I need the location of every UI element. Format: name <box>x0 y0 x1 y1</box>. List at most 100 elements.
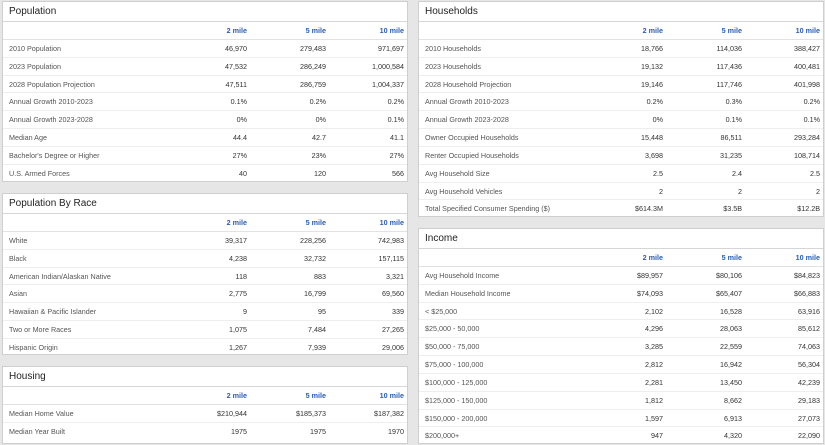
cell-value: 401,998 <box>794 79 820 89</box>
cell-value: 2,775 <box>229 289 247 299</box>
column-header: 10 mile <box>379 218 404 227</box>
row-label: Avg Household Vehicles <box>425 186 503 196</box>
cell-value: 108,714 <box>794 150 820 160</box>
column-header: 10 mile <box>795 26 820 35</box>
cell-value: $185,373 <box>296 408 326 418</box>
row-label: Avg Household Size <box>425 168 490 178</box>
cell-value: 0.2% <box>803 97 820 107</box>
row-label: $50,000 - 75,000 <box>425 342 480 352</box>
cell-value: $210,944 <box>217 408 247 418</box>
row-label: Two or More Races <box>9 325 72 335</box>
table-row: Two or More Races 1,075 7,484 27,265 <box>3 321 407 339</box>
cell-value: 2 <box>659 186 663 196</box>
table-row: Asian 2,775 16,799 69,560 <box>3 285 407 304</box>
row-label: 2010 Population <box>9 43 61 53</box>
cell-value: $3.5B <box>723 204 742 214</box>
cell-value: 120 <box>314 168 326 178</box>
cell-value: 2,812 <box>645 360 663 370</box>
cell-value: 28,063 <box>720 324 742 334</box>
table-row: Median Home Value $210,944 $185,373 $187,38… <box>3 405 407 423</box>
cell-value: 742,983 <box>378 235 404 245</box>
cell-value: 566 <box>392 168 404 178</box>
housing-panel: Housing 2 mile 5 mile 10 mile Median Home V… <box>2 366 408 444</box>
column-header: 2 mile <box>226 26 247 35</box>
row-label: Median Home Value <box>9 408 74 418</box>
households-rows: 2 mile 5 mile 10 mile 2010 Households 18,766… <box>419 22 823 218</box>
cell-value: 0% <box>236 115 247 125</box>
cell-value: 23% <box>311 150 326 160</box>
table-row: Annual Growth 2010-2023 0.1% 0.2% 0.2% <box>3 93 407 112</box>
cell-value: 4,320 <box>724 431 742 441</box>
population-panel: Population 2 mile 5 mile 10 mile 2010 Popul… <box>2 1 408 182</box>
table-row: $125,000 - 150,000 1,812 8,662 29,183 <box>419 392 823 410</box>
cell-value: 27,073 <box>798 413 820 423</box>
row-label: $100,000 - 125,000 <box>425 377 488 387</box>
column-header: 2 mile <box>226 391 247 400</box>
row-label: Annual Growth 2023-2028 <box>9 115 93 125</box>
table-row: Renter Occupied Households 3,698 31,235 108… <box>419 147 823 165</box>
table-row: 2010 Population 46,970 279,483 971,697 <box>3 40 407 58</box>
table-row: 2028 Population Projection 47,511 286,759 1… <box>3 76 407 94</box>
cell-value: 15,448 <box>641 133 663 143</box>
cell-value: 27% <box>389 150 404 160</box>
cell-value: 4,238 <box>229 253 247 263</box>
cell-value: 6,913 <box>724 413 742 423</box>
column-header: 5 mile <box>305 218 326 227</box>
row-label: Median Age <box>9 133 47 143</box>
cell-value: 0.1% <box>387 115 404 125</box>
cell-value: 39,317 <box>225 235 247 245</box>
households-title: Households <box>419 2 823 22</box>
housing-title: Housing <box>3 367 407 387</box>
row-label: $75,000 - 100,000 <box>425 360 484 370</box>
cell-value: 0.1% <box>725 115 742 125</box>
table-row: Owner Occupied Households 15,448 86,511 293… <box>419 129 823 147</box>
table-row: Annual Growth 2023-2028 0% 0% 0.1% <box>3 111 407 130</box>
cell-value: 1975 <box>231 426 247 436</box>
cell-value: $65,407 <box>716 288 742 298</box>
cell-value: 27,265 <box>382 325 404 335</box>
housing-rows: 2 mile 5 mile 10 mile Median Home Value $210… <box>3 387 407 441</box>
column-header: 5 mile <box>721 253 742 262</box>
population-title: Population <box>3 2 407 22</box>
row-label: $150,000 - 200,000 <box>425 413 488 423</box>
table-row: Avg Household Vehicles 2 2 2 <box>419 183 823 201</box>
cell-value: 0.3% <box>725 97 742 107</box>
row-label: White <box>9 235 28 245</box>
cell-value: 0% <box>315 115 326 125</box>
cell-value: 971,697 <box>378 43 404 53</box>
table-row: 2028 Household Projection 19,146 117,746 40… <box>419 76 823 94</box>
table-row: Black 4,238 32,732 157,115 <box>3 250 407 268</box>
cell-value: 1,004,337 <box>372 79 404 89</box>
table-row: Hawaiian & Pacific Islander 9 95 339 <box>3 303 407 322</box>
row-label: 2023 Population <box>9 61 61 71</box>
cell-value: 69,560 <box>382 289 404 299</box>
cell-value: 13,450 <box>720 377 742 387</box>
cell-value: 42.7 <box>312 133 326 143</box>
cell-value: 86,511 <box>720 133 742 143</box>
cell-value: $84,823 <box>794 270 820 280</box>
row-label: < $25,000 <box>425 306 458 316</box>
cell-value: 0.2% <box>646 97 663 107</box>
cell-value: 63,916 <box>798 306 820 316</box>
cell-value: $80,106 <box>716 270 742 280</box>
income-column-header: 2 mile 5 mile 10 mile <box>419 249 823 267</box>
row-label: Hawaiian & Pacific Islander <box>9 307 97 317</box>
cell-value: 16,799 <box>304 289 326 299</box>
row-label: $25,000 - 50,000 <box>425 324 480 334</box>
cell-value: 7,939 <box>308 342 326 352</box>
cell-value: 18,766 <box>641 43 663 53</box>
table-row: Avg Household Income $89,957 $80,106 $84,82… <box>419 267 823 285</box>
cell-value: 1,812 <box>645 395 663 405</box>
table-row: Median Year Built 1975 1975 1970 <box>3 423 407 441</box>
cell-value: 22,090 <box>798 431 820 441</box>
cell-value: 56,304 <box>798 360 820 370</box>
cell-value: 8,662 <box>724 395 742 405</box>
cell-value: 286,759 <box>300 79 326 89</box>
cell-value: 47,511 <box>225 79 247 89</box>
cell-value: 388,427 <box>794 43 820 53</box>
column-header: 5 mile <box>305 26 326 35</box>
row-label: Owner Occupied Households <box>425 133 519 143</box>
cell-value: 279,483 <box>300 43 326 53</box>
cell-value: 46,970 <box>225 43 247 53</box>
row-label: 2023 Households <box>425 61 481 71</box>
